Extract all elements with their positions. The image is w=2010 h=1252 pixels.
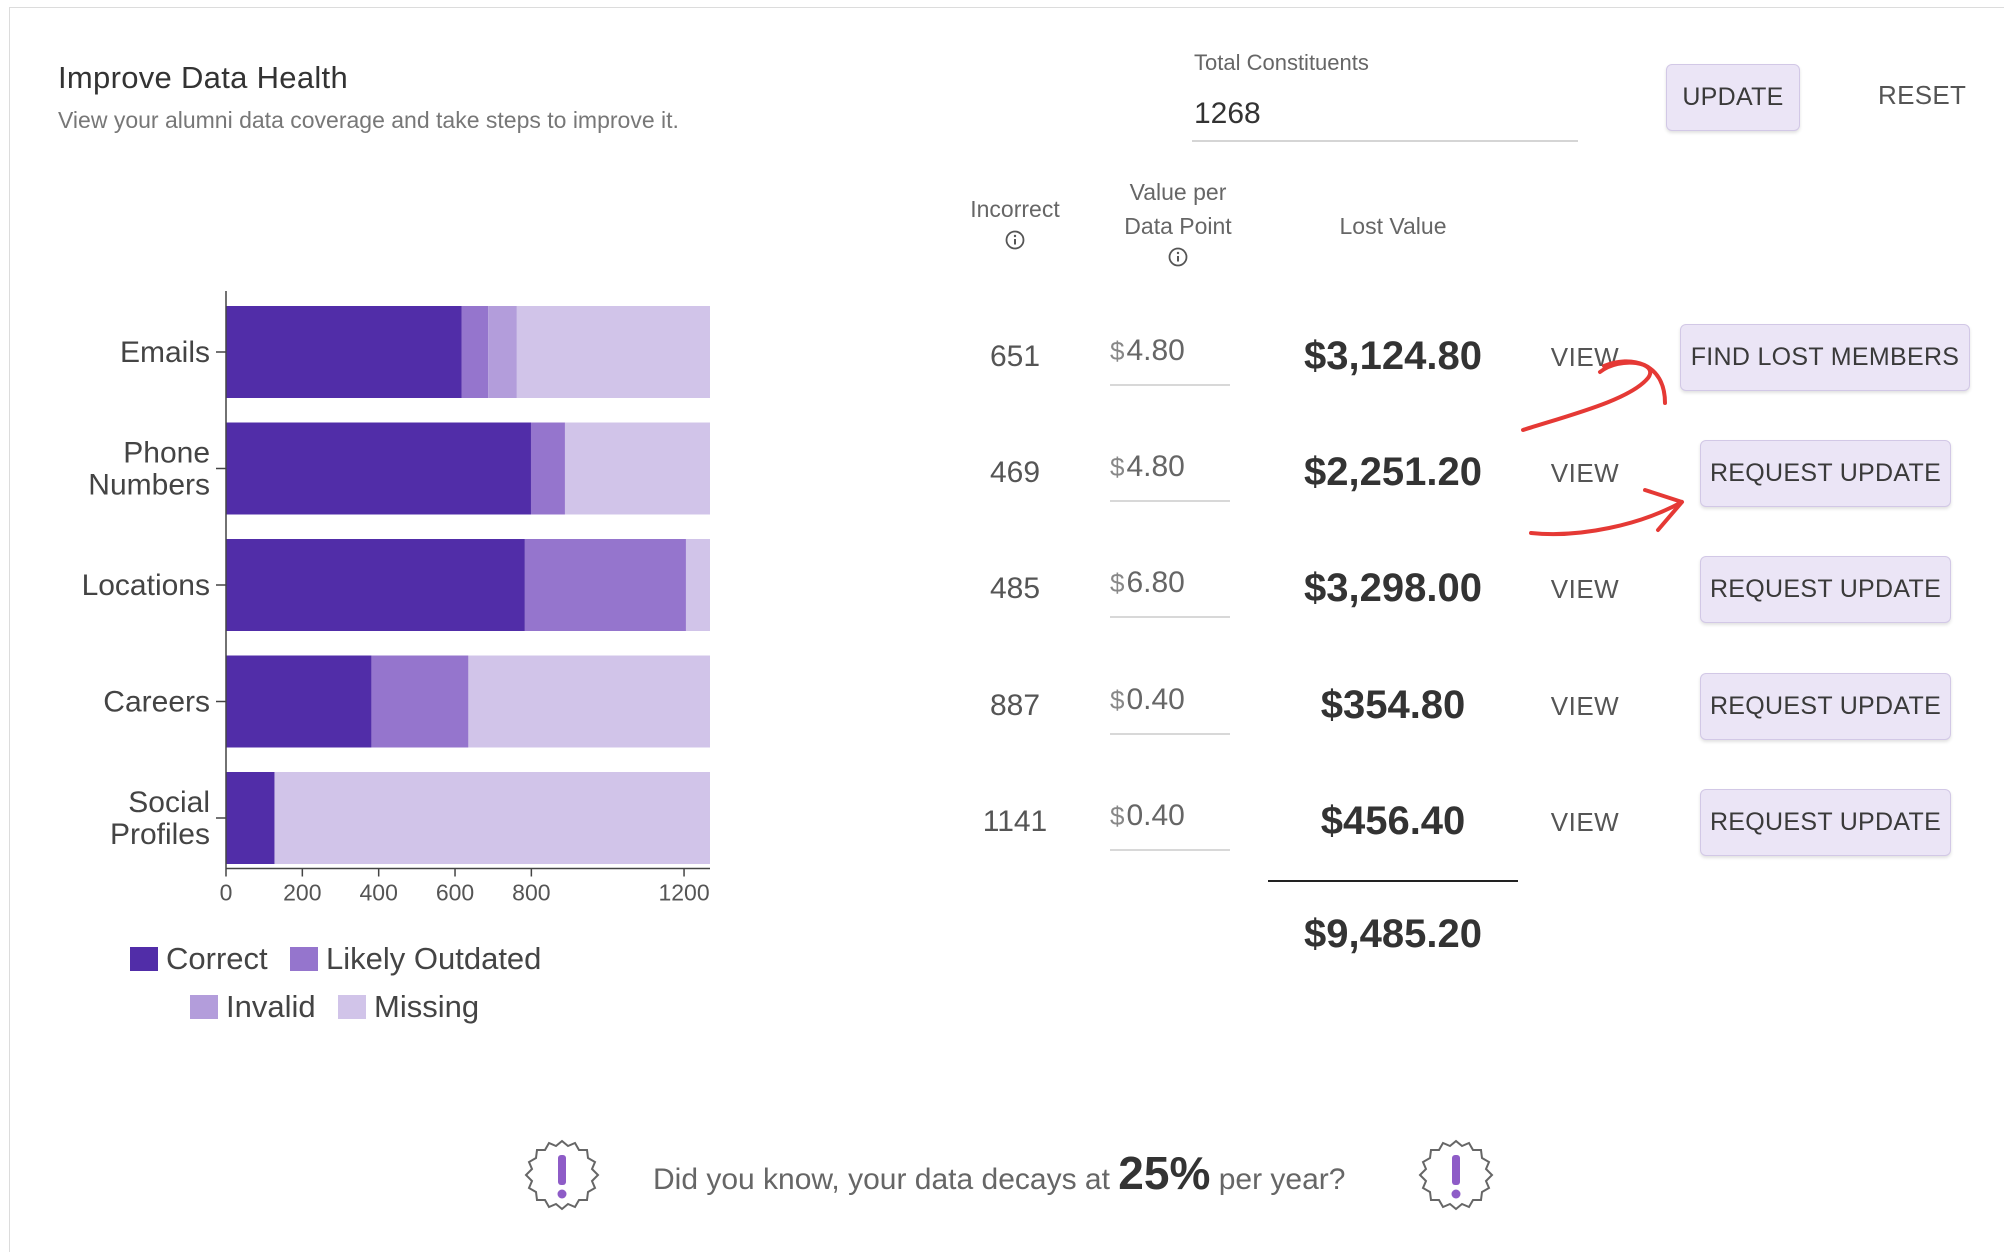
x-tick-label: 200 [283,880,321,906]
fact-percent: 25% [1118,1147,1211,1199]
value-per-point-field[interactable]: $0.40 [1110,799,1230,851]
bar-careers-missing [468,655,710,748]
legend-item-correct: Correct [130,941,268,977]
incorrect-header: Incorrect [955,192,1075,260]
value-per-point: 0.40 [1126,799,1185,832]
value-per-point-field[interactable]: $6.80 [1110,566,1230,618]
incorrect-count: 485 [989,572,1041,605]
lost-value: $3,124.80 [1304,334,1482,378]
bar-careers-likely-outdated [371,655,469,748]
bar-emails-invalid [488,306,517,398]
x-tick-label: 600 [436,880,474,906]
value-per-point-field[interactable]: $0.40 [1110,683,1230,735]
data-health-panel [9,7,2004,1252]
bar-emails-likely-outdated [461,306,489,398]
bar-locations-likely-outdated [524,539,686,631]
bar-phone-numbers-likely-outdated [530,422,565,515]
total-constituents-input[interactable] [1192,88,1578,142]
value-per-point-field[interactable]: $4.80 [1110,450,1230,502]
value-per-header-line1: Value per [1129,179,1227,205]
x-tick-label: 1200 [658,880,709,906]
y-tick-label: Careers [103,686,210,719]
incorrect-header-label: Incorrect [970,196,1060,222]
legend-item-likely-outdated: Likely Outdated [290,941,541,977]
legend-label-missing: Missing [374,989,480,1024]
info-icon[interactable] [1004,229,1026,251]
legend-swatch-invalid [190,995,218,1019]
view-link[interactable]: VIEW [1550,458,1620,488]
page-subtitle: View your alumni data coverage and take … [58,107,679,133]
currency-symbol: $ [1110,801,1125,831]
currency-symbol: $ [1110,336,1125,366]
bar-careers-correct [226,655,372,748]
legend-swatch-likely-outdated [290,947,318,971]
currency-symbol: $ [1110,685,1125,715]
legend-swatch-missing [338,995,366,1019]
total-divider [1268,880,1518,882]
find-lost-members-button[interactable]: FIND LOST MEMBERS [1680,324,1970,391]
view-link[interactable]: VIEW [1550,807,1620,837]
y-tick-label: Emails [120,336,210,369]
lost-value: $354.80 [1320,683,1466,727]
lost-value: $456.40 [1320,799,1466,843]
bar-social-profiles-missing [274,772,710,864]
bar-emails-missing [516,306,710,398]
y-tick-label: Locations [82,569,210,602]
reset-button[interactable]: RESET [1878,80,1967,110]
incorrect-count: 651 [989,340,1041,373]
view-link[interactable]: VIEW [1550,342,1620,372]
info-icon[interactable] [1167,246,1189,268]
value-per-point: 6.80 [1126,566,1185,599]
bar-locations-correct [226,539,525,631]
x-tick-label: 0 [220,880,233,906]
legend-item-invalid: Invalid [190,989,316,1025]
currency-symbol: $ [1110,568,1125,598]
y-tick-label: Profiles [110,818,210,851]
request-update-button[interactable]: REQUEST UPDATE [1700,440,1951,507]
bar-emails-correct [226,306,462,398]
request-update-button[interactable]: REQUEST UPDATE [1700,556,1951,623]
bar-locations-missing [685,539,710,631]
value-per-point-field[interactable]: $4.80 [1110,334,1230,386]
incorrect-count: 469 [989,456,1041,489]
update-button[interactable]: UPDATE [1666,64,1800,131]
value-per-point: 4.80 [1126,334,1185,367]
bar-social-profiles-correct [226,772,275,864]
exclamation-badge-icon [524,1139,600,1211]
lost-value-header: Lost Value [1339,213,1447,239]
x-tick-label: 800 [512,880,550,906]
y-tick-label: Social [128,786,210,819]
value-per-header-line2: Data Point [1124,213,1232,239]
bar-phone-numbers-correct [226,422,531,515]
incorrect-count: 887 [989,689,1041,722]
lost-value: $3,298.00 [1304,566,1482,610]
data-decay-fact: Did you know, your data decays at 25% pe… [653,1146,1345,1200]
y-tick-label: Numbers [88,469,210,502]
y-tick-label: Phone [123,437,210,470]
view-link[interactable]: VIEW [1550,691,1620,721]
legend-item-missing: Missing [338,989,479,1025]
fact-prefix: Did you know, your data decays at [653,1163,1110,1196]
incorrect-count: 1141 [982,805,1048,838]
bar-phone-numbers-missing [564,422,710,515]
legend-swatch-correct [130,947,158,971]
currency-symbol: $ [1110,452,1125,482]
value-per-point: 4.80 [1126,450,1185,483]
view-link[interactable]: VIEW [1550,574,1620,604]
x-tick-label: 400 [359,880,397,906]
total-lost-value: $9,485.20 [1304,912,1482,956]
page-title: Improve Data Health [58,60,348,95]
exclamation-badge-icon [1418,1139,1494,1211]
legend-label-invalid: Invalid [226,989,316,1024]
legend-label-correct: Correct [166,941,268,976]
lost-value: $2,251.20 [1304,450,1482,494]
request-update-button[interactable]: REQUEST UPDATE [1700,673,1951,740]
legend-label-likely-outdated: Likely Outdated [326,941,542,976]
value-per-point: 0.40 [1126,683,1185,716]
fact-suffix: per year? [1218,1163,1346,1196]
value-per-header: Value per Data Point [1108,175,1248,277]
request-update-button[interactable]: REQUEST UPDATE [1700,789,1951,856]
total-constituents-label: Total Constituents [1194,50,1369,75]
